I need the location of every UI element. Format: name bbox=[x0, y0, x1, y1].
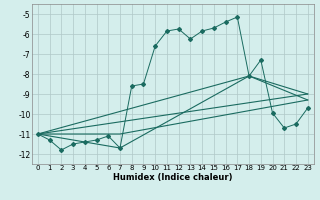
X-axis label: Humidex (Indice chaleur): Humidex (Indice chaleur) bbox=[113, 173, 233, 182]
